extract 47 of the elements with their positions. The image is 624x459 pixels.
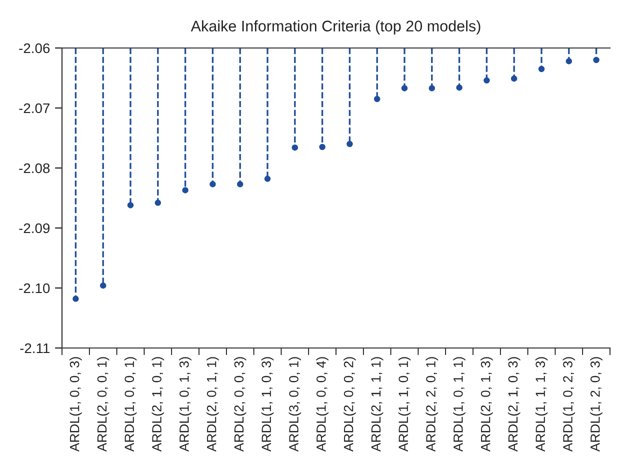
point [210, 181, 216, 188]
x-tick-label: ARDL(1, 0, 0, 3) [70, 357, 82, 452]
y-tick-label: -2.11 [20, 343, 50, 354]
y-tick-label: -2.07 [19, 103, 50, 114]
point [72, 296, 79, 302]
point [484, 77, 490, 84]
point [236, 181, 244, 188]
point [127, 202, 134, 208]
x-tick-label: ARDL(2, 0, 1, 3) [480, 357, 493, 452]
point [100, 282, 106, 289]
x-tick-label: ARDL(1, 1, 0, 3) [261, 357, 274, 452]
point [538, 66, 545, 72]
x-tick-label: ARDL(1, 0, 2, 3) [562, 357, 576, 452]
point [456, 84, 462, 91]
x-tick-label: ARDL(1, 2, 0, 3) [590, 357, 602, 452]
x-tick-label: ARDL(2, 2, 0, 1) [426, 357, 438, 452]
x-tick-label: ARDL(1, 0, 1, 3) [179, 357, 192, 452]
point [566, 58, 572, 64]
point [374, 96, 380, 102]
point [264, 176, 271, 182]
x-tick-label: ARDL(3, 0, 0, 1) [288, 357, 302, 452]
point [154, 200, 162, 206]
x-tick-label: ARDL(1, 1, 0, 1) [398, 357, 411, 452]
point [428, 85, 436, 92]
point [346, 140, 353, 148]
x-tick-label: ARDL(1, 0, 0, 4) [316, 357, 328, 452]
x-tick-label: ARDL(2, 1, 0, 3) [508, 357, 520, 452]
x-tick-label: ARDL(2, 0, 0, 2) [344, 357, 356, 452]
y-tick-label: -2.09 [19, 223, 50, 234]
point [593, 56, 600, 64]
y-tick-label: -2.06 [19, 43, 50, 54]
x-tick-label: ARDL(2, 1, 1, 1) [370, 357, 384, 452]
x-tick-label: ARDL(1, 0, 1, 1) [453, 357, 466, 452]
x-tick-label: ARDL(1, 0, 0, 1) [124, 357, 137, 452]
x-tick-label: ARDL(2, 0, 0, 1) [96, 357, 110, 452]
x-tick-label: ARDL(2, 1, 0, 1) [152, 357, 164, 452]
x-tick-label: ARDL(2, 0, 0, 3) [234, 357, 246, 452]
point [292, 144, 298, 151]
point [319, 144, 326, 150]
point [182, 187, 188, 194]
y-tick-label: -2.08 [19, 163, 50, 174]
y-tick-label: -2.10 [19, 283, 50, 294]
point [401, 85, 408, 92]
chart-title: Akaike Information Criteria (top 20 models) [190, 20, 480, 35]
x-tick-label: ARDL(2, 0, 1, 1) [206, 357, 219, 452]
x-tick-label: ARDL(1, 1, 1, 3) [535, 357, 548, 452]
point [510, 75, 518, 82]
